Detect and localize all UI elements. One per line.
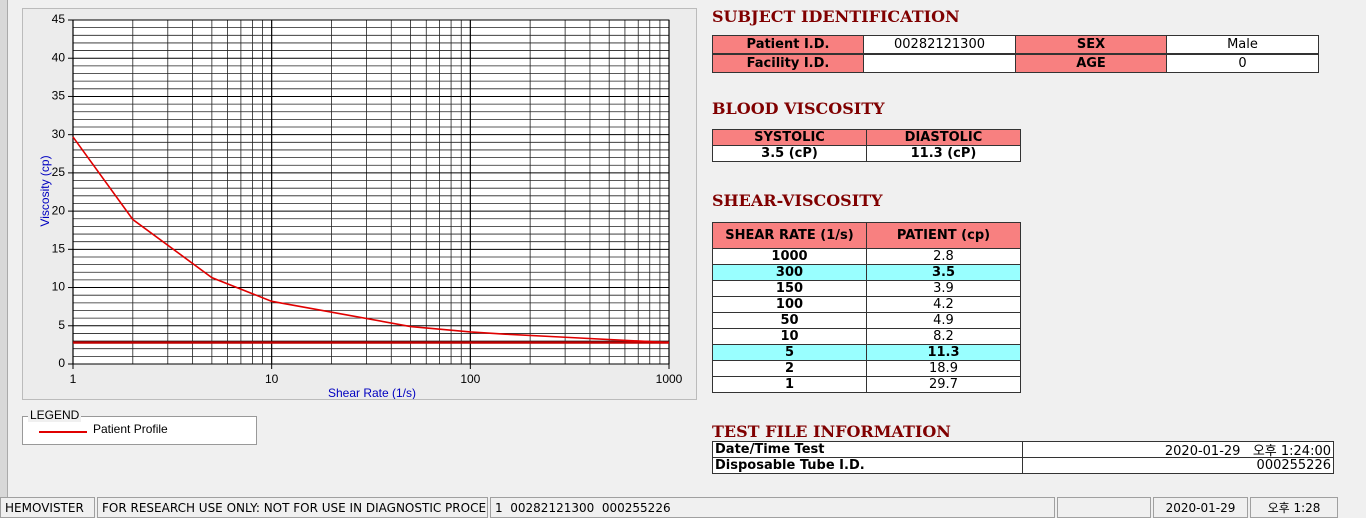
field-value: Male — [1166, 35, 1319, 54]
status-cell: FOR RESEARCH USE ONLY: NOT FOR USE IN DI… — [97, 497, 488, 518]
table-cell: 2 — [712, 360, 867, 377]
table-value: 11.3 (cP) — [866, 145, 1021, 162]
field-value — [863, 54, 1016, 73]
section-title: SUBJECT IDENTIFICATION — [712, 7, 960, 26]
chart: Shear Rate (1/s) Viscosity (cp) 0 5 10 15 20… — [22, 8, 697, 400]
legend-swatch — [39, 431, 87, 433]
field-label: AGE — [1015, 54, 1167, 73]
status-cell: HEMOVISTER — [0, 497, 95, 518]
field-label: Facility I.D. — [712, 54, 864, 73]
table-header: DIASTOLIC — [866, 129, 1021, 146]
table-cell: 1 — [712, 376, 867, 393]
x-tick-label: 1000 — [656, 372, 683, 386]
section-title: BLOOD VISCOSITY — [712, 99, 885, 118]
table-cell: 50 — [712, 312, 867, 329]
table-value: 3.5 (cP) — [712, 145, 867, 162]
y-tick-label: 30 — [52, 127, 66, 141]
section-title: TEST FILE INFORMATION — [712, 422, 951, 441]
status-cell — [1057, 497, 1151, 518]
y-axis-label: Viscosity (cp) — [38, 155, 52, 226]
y-tick-label: 10 — [52, 280, 66, 294]
field-value: 00282121300 — [863, 35, 1016, 54]
field-value: 0 — [1166, 54, 1319, 73]
y-tick-label: 0 — [58, 356, 65, 370]
x-tick-label: 10 — [265, 372, 279, 386]
info-label: Date/Time Test — [712, 441, 1023, 458]
y-tick-label: 25 — [52, 165, 66, 179]
legend-entry: Patient Profile — [93, 422, 168, 436]
table-cell: 8.2 — [866, 328, 1021, 345]
table-header: SYSTOLIC — [712, 129, 867, 146]
legend-title: LEGEND — [28, 408, 82, 422]
left-edge — [0, 0, 8, 497]
table-cell: 300 — [712, 264, 867, 281]
x-axis-label: Shear Rate (1/s) — [328, 386, 416, 400]
legend: Patient Profile — [22, 416, 257, 445]
y-tick-label: 20 — [52, 203, 66, 217]
x-tick-label: 100 — [460, 372, 480, 386]
plot-area — [72, 19, 670, 365]
y-tick-label: 45 — [52, 12, 66, 26]
y-tick-label: 40 — [52, 50, 66, 64]
table-cell: 3.5 — [866, 264, 1021, 281]
table-cell: 29.7 — [866, 376, 1021, 393]
field-label: SEX — [1015, 35, 1167, 54]
status-cell: 2020-01-29 — [1153, 497, 1248, 518]
y-tick-label: 15 — [52, 242, 66, 256]
data-line — [72, 136, 670, 344]
table-cell: 1000 — [712, 248, 867, 265]
table-cell: 18.9 — [866, 360, 1021, 377]
section-title: SHEAR-VISCOSITY — [712, 191, 883, 210]
table-cell: 100 — [712, 296, 867, 313]
info-label: Disposable Tube I.D. — [712, 457, 1023, 474]
status-cell: 오후 1:28 — [1250, 497, 1338, 518]
x-tick-label: 1 — [70, 372, 77, 386]
info-value: 000255226 — [1022, 457, 1334, 474]
table-cell: 150 — [712, 280, 867, 297]
table-cell: 2.8 — [866, 248, 1021, 265]
table-cell: 4.2 — [866, 296, 1021, 313]
info-value: 2020-01-29 오후 1:24:00 — [1022, 441, 1334, 458]
table-cell: 10 — [712, 328, 867, 345]
table-header: SHEAR RATE (1/s) — [712, 222, 867, 249]
field-label: Patient I.D. — [712, 35, 864, 54]
table-header: PATIENT (cp) — [866, 222, 1021, 249]
y-tick-label: 35 — [52, 89, 66, 103]
table-cell: 4.9 — [866, 312, 1021, 329]
table-cell: 5 — [712, 344, 867, 361]
table-cell: 11.3 — [866, 344, 1021, 361]
status-cell: 1 00282121300 000255226 — [490, 497, 1055, 518]
table-cell: 3.9 — [866, 280, 1021, 297]
y-tick-label: 5 — [58, 318, 65, 332]
